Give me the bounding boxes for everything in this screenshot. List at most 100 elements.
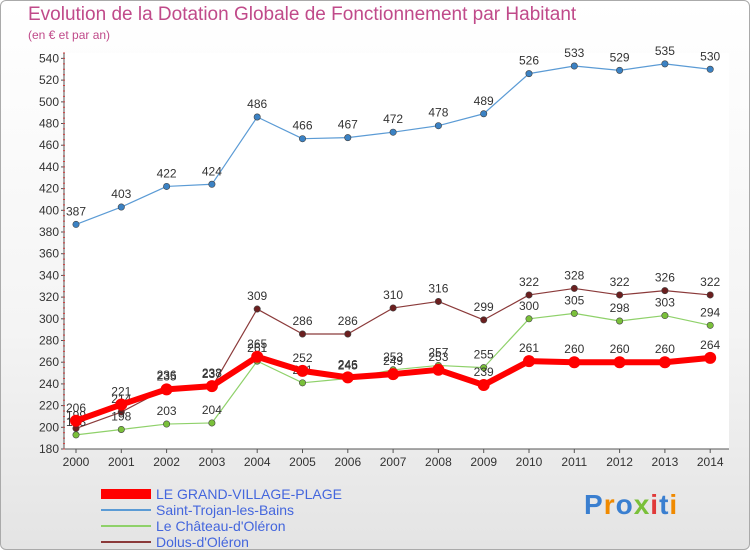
data-label-le-grand-village-plage: 260 — [655, 342, 675, 356]
data-point-dolus-d-ol-ron — [616, 291, 624, 299]
y-tick-label: 320 — [39, 290, 59, 304]
data-label-le-grand-village-plage: 260 — [610, 342, 630, 356]
x-tick-label: 2001 — [108, 455, 135, 469]
chart-title: Evolution de la Dotation Globale de Fonc… — [28, 4, 577, 25]
data-point-dolus-d-ol-ron — [570, 284, 578, 292]
data-point-dolus-d-ol-ron — [661, 287, 669, 295]
data-label-le-ch-teau-d-ol-ron: 245 — [338, 358, 358, 372]
data-point-dolus-d-ol-ron — [706, 291, 714, 299]
data-label-saint-trojan-les-bains: 535 — [655, 44, 675, 58]
data-point-saint-trojan-les-bains — [661, 60, 669, 68]
plot-area — [64, 53, 729, 449]
data-label-le-ch-teau-d-ol-ron: 198 — [111, 409, 131, 423]
data-point-saint-trojan-les-bains — [570, 62, 578, 70]
y-tick-label: 300 — [39, 312, 59, 326]
data-label-le-grand-village-plage: 239 — [474, 365, 494, 379]
chart-subtitle: (en € et par an) — [28, 28, 111, 42]
logo-letter: o — [615, 489, 634, 520]
data-label-saint-trojan-les-bains: 533 — [564, 46, 584, 60]
data-label-le-grand-village-plage: 235 — [157, 369, 177, 383]
data-point-saint-trojan-les-bains — [616, 66, 624, 74]
data-label-dolus-d-ol-ron: 328 — [564, 268, 584, 282]
y-tick-label: 360 — [39, 247, 59, 261]
x-tick-label: 2004 — [244, 455, 271, 469]
y-tick-label: 380 — [39, 225, 59, 239]
data-label-le-ch-teau-d-ol-ron: 294 — [700, 305, 720, 319]
data-point-le-grand-village-plage — [704, 351, 717, 364]
data-label-dolus-d-ol-ron: 286 — [338, 314, 358, 328]
data-label-saint-trojan-les-bains: 424 — [202, 164, 222, 178]
y-tick-label: 200 — [39, 420, 59, 434]
proxiti-logo: Proxiti — [584, 489, 678, 521]
y-tick-label: 520 — [39, 73, 59, 87]
data-label-saint-trojan-les-bains: 422 — [157, 166, 177, 180]
data-point-le-ch-teau-d-ol-ron — [163, 420, 171, 428]
data-point-le-grand-village-plage — [296, 364, 309, 377]
logo-letter: i — [650, 489, 660, 520]
data-label-dolus-d-ol-ron: 316 — [428, 281, 448, 295]
x-tick-label: 2007 — [380, 455, 407, 469]
data-point-le-ch-teau-d-ol-ron — [616, 317, 624, 325]
x-tick-label: 2000 — [63, 455, 90, 469]
data-label-le-ch-teau-d-ol-ron: 305 — [564, 293, 584, 307]
y-tick-label: 180 — [39, 442, 59, 456]
y-tick-label: 220 — [39, 399, 59, 413]
legend-label: Le Château-d'Oléron — [156, 518, 286, 534]
x-tick-label: 2013 — [652, 455, 679, 469]
data-label-dolus-d-ol-ron: 236 — [157, 368, 177, 382]
data-label-le-grand-village-plage: 252 — [292, 351, 312, 365]
y-tick-label: 340 — [39, 268, 59, 282]
data-point-le-grand-village-plage — [70, 414, 82, 427]
data-point-le-grand-village-plage — [115, 398, 128, 411]
logo-letter: x — [633, 489, 651, 520]
data-label-le-grand-village-plage: 260 — [564, 342, 584, 356]
data-label-le-ch-teau-d-ol-ron: 253 — [383, 350, 403, 364]
data-label-le-grand-village-plage: 249 — [383, 354, 403, 368]
data-point-le-grand-village-plage — [251, 350, 264, 363]
data-label-le-grand-village-plage: 238 — [202, 366, 222, 380]
x-tick-label: 2005 — [289, 455, 316, 469]
data-point-le-ch-teau-d-ol-ron — [117, 425, 125, 433]
data-label-le-grand-village-plage: 264 — [700, 338, 720, 352]
data-label-saint-trojan-les-bains: 472 — [383, 112, 403, 126]
data-label-saint-trojan-les-bains: 387 — [66, 204, 86, 218]
data-label-saint-trojan-les-bains: 526 — [519, 54, 539, 68]
data-label-le-ch-teau-d-ol-ron: 204 — [202, 403, 222, 417]
data-point-dolus-d-ol-ron — [344, 330, 352, 338]
data-label-le-grand-village-plage: 265 — [247, 337, 267, 351]
x-tick-label: 2012 — [606, 455, 633, 469]
x-tick-label: 2003 — [199, 455, 226, 469]
data-point-dolus-d-ol-ron — [389, 304, 397, 312]
data-point-dolus-d-ol-ron — [434, 297, 442, 305]
data-point-saint-trojan-les-bains — [706, 65, 714, 73]
data-label-dolus-d-ol-ron: 286 — [292, 314, 312, 328]
data-point-saint-trojan-les-bains — [525, 70, 533, 78]
y-tick-label: 500 — [39, 95, 59, 109]
data-point-saint-trojan-les-bains — [117, 203, 125, 211]
data-label-le-ch-teau-d-ol-ron: 255 — [474, 348, 494, 362]
data-point-saint-trojan-les-bains — [480, 110, 488, 118]
y-tick-label: 540 — [39, 51, 59, 65]
legend-label: Dolus-d'Oléron — [156, 534, 249, 550]
data-label-le-ch-teau-d-ol-ron: 257 — [428, 345, 448, 359]
y-tick-label: 460 — [39, 138, 59, 152]
logo-letter: P — [584, 489, 604, 520]
data-point-saint-trojan-les-bains — [434, 122, 442, 130]
data-label-le-ch-teau-d-ol-ron: 298 — [610, 301, 630, 315]
data-point-le-grand-village-plage — [568, 356, 581, 369]
data-label-dolus-d-ol-ron: 322 — [519, 275, 539, 289]
data-label-dolus-d-ol-ron: 237 — [202, 367, 222, 381]
y-tick-label: 420 — [39, 182, 59, 196]
data-label-le-ch-teau-d-ol-ron: 303 — [655, 296, 675, 310]
data-label-saint-trojan-les-bains: 478 — [428, 106, 448, 120]
data-point-le-grand-village-plage — [658, 356, 671, 369]
y-tick-label: 240 — [39, 377, 59, 391]
data-label-saint-trojan-les-bains: 486 — [247, 97, 267, 111]
logo-letter: t — [659, 489, 670, 520]
data-label-le-ch-teau-d-ol-ron: 300 — [519, 299, 539, 313]
x-tick-label: 2009 — [470, 455, 497, 469]
data-point-dolus-d-ol-ron — [298, 330, 306, 338]
data-point-le-ch-teau-d-ol-ron — [661, 312, 669, 320]
x-tick-label: 2014 — [697, 455, 724, 469]
